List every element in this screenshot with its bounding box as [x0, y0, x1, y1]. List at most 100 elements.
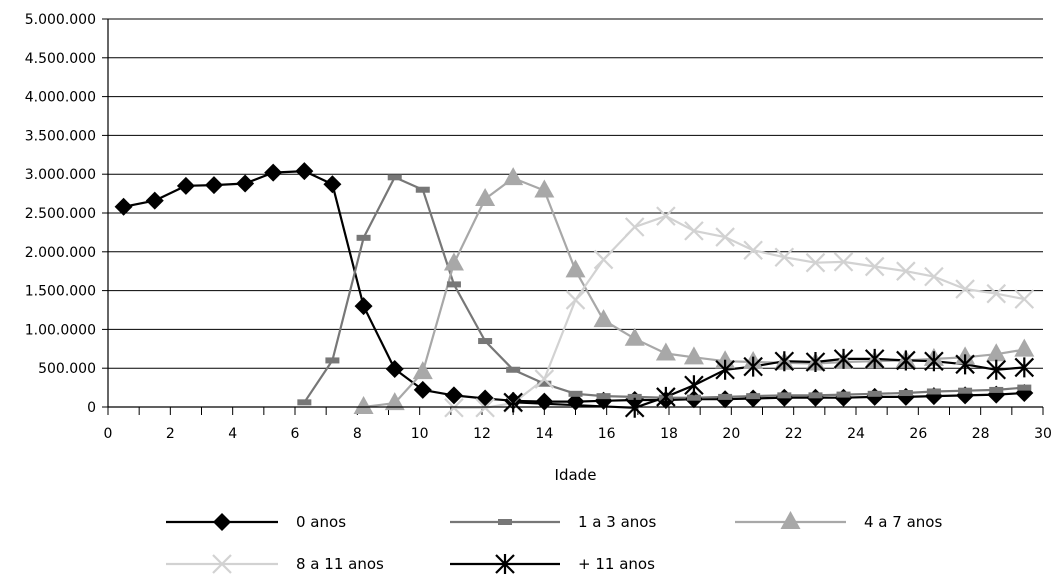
data-point — [777, 392, 792, 399]
x-tick-label: 8 — [353, 426, 362, 442]
data-point — [1014, 338, 1035, 357]
data-point — [387, 174, 402, 181]
data-point — [989, 386, 1004, 393]
data-point — [537, 380, 552, 387]
data-point — [444, 386, 463, 405]
data-point — [955, 279, 975, 299]
x-tick-label: 4 — [228, 426, 237, 442]
x-tick-label: 10 — [411, 426, 429, 442]
data-point — [833, 348, 854, 369]
data-point — [774, 247, 795, 268]
data-point — [1014, 357, 1035, 378]
data-point — [354, 297, 373, 316]
data-point — [864, 348, 885, 369]
data-point — [323, 175, 342, 194]
legend-label: 4 a 7 anos — [864, 513, 942, 531]
y-tick-label: 1.00.0000 — [25, 322, 96, 338]
data-point — [503, 167, 524, 186]
data-point — [568, 390, 583, 397]
data-point — [503, 392, 523, 413]
x-tick-label: 22 — [785, 426, 803, 442]
legend-label: 8 a 11 anos — [296, 555, 384, 573]
data-point — [236, 174, 255, 193]
data-point — [204, 176, 223, 195]
data-point — [478, 338, 493, 345]
data-point — [295, 162, 314, 181]
y-tick-label: 2.500.000 — [25, 206, 96, 222]
data-point — [114, 197, 133, 216]
data-point — [413, 380, 432, 399]
x-tick-label: 0 — [104, 426, 113, 442]
y-tick-label: 4.000.000 — [25, 90, 96, 106]
legend-swatch-marker — [780, 511, 801, 529]
x-tick-label: 26 — [909, 426, 927, 442]
legend-label: + 11 anos — [578, 555, 655, 573]
x-tick-label: 24 — [847, 426, 865, 442]
x-tick-label: 20 — [722, 426, 740, 442]
data-point — [715, 227, 735, 247]
data-point — [566, 392, 585, 411]
data-point — [145, 191, 164, 210]
data-point — [534, 179, 555, 198]
data-point — [864, 256, 885, 277]
gridlines — [108, 18, 1043, 369]
legend-swatch-marker — [212, 554, 232, 574]
data-point — [655, 342, 676, 361]
legend-label: 0 anos — [296, 513, 346, 531]
data-point — [1017, 384, 1032, 391]
data-point — [443, 252, 464, 271]
data-point — [534, 369, 555, 389]
data-point — [805, 351, 826, 372]
x-tick-label: 14 — [535, 426, 553, 442]
data-point — [833, 252, 854, 272]
series-line — [453, 215, 1025, 409]
data-point — [686, 394, 701, 401]
data-point — [743, 240, 763, 261]
y-tick-label: 2.000.000 — [25, 245, 96, 261]
data-point — [805, 252, 826, 273]
data-point — [743, 356, 763, 377]
data-point — [624, 327, 645, 346]
x-tick-label: 28 — [972, 426, 990, 442]
data-point — [836, 391, 851, 398]
data-point — [986, 343, 1007, 362]
data-point — [684, 221, 704, 241]
y-tick-label: 4.500.000 — [25, 51, 96, 67]
data-point — [446, 281, 461, 288]
data-point — [924, 351, 944, 372]
data-point — [684, 375, 704, 396]
data-point — [958, 387, 973, 394]
y-axis-tick-labels: 0 500.000 1.00.0000 1.500.000 2.000.000 2.500… — [25, 12, 108, 416]
data-point — [656, 206, 676, 226]
data-point — [718, 393, 733, 400]
data-point — [535, 392, 554, 411]
x-tick-label: 18 — [660, 426, 678, 442]
data-point — [444, 397, 464, 418]
legend-swatch-marker — [498, 519, 512, 525]
data-point — [384, 392, 405, 411]
data-point — [412, 361, 433, 380]
data-point — [683, 346, 704, 365]
data-point — [955, 354, 975, 375]
legend-swatch-marker — [213, 513, 231, 531]
data-point — [896, 261, 916, 281]
data-point — [593, 249, 614, 270]
data-point — [356, 234, 371, 241]
data-point — [475, 188, 496, 207]
data-point — [475, 397, 495, 418]
y-tick-label: 5.000.000 — [25, 12, 96, 28]
x-axis-title: Idade — [555, 466, 597, 484]
data-point — [924, 266, 944, 287]
legend: 0 anos 1 a 3 anos 4 a 7 anos 8 a 11 anos + 1… — [166, 511, 942, 574]
x-tick-label: 30 — [1034, 426, 1052, 442]
data-point — [986, 283, 1007, 304]
x-tick-label: 2 — [166, 426, 175, 442]
x-tick-label: 16 — [598, 426, 616, 442]
y-tick-label: 3.000.000 — [25, 167, 96, 183]
x-axis-ticks: 0 2 4 6 8 10 12 14 16 18 20 22 24 26 28 30 — [104, 407, 1052, 442]
data-point — [565, 290, 586, 310]
legend-label: 1 a 3 anos — [578, 513, 656, 531]
data-point — [898, 390, 913, 397]
y-tick-label: 1.500.000 — [25, 284, 96, 300]
